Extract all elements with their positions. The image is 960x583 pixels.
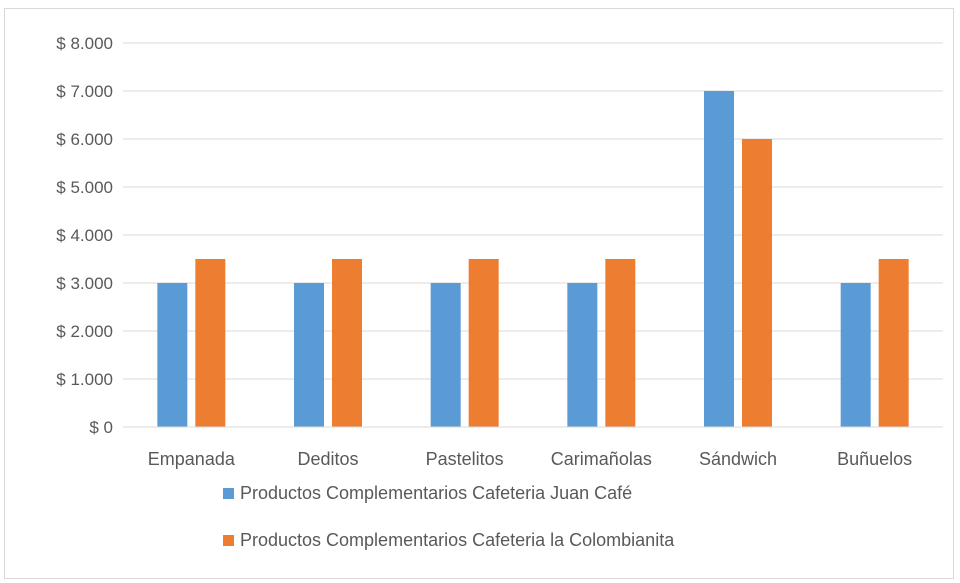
y-tick-label: $ 7.000 [56,82,113,101]
legend-label: Productos Complementarios Cafeteria Juan… [240,483,632,503]
bar-juan-cafe-5 [840,283,871,427]
legend-swatch [223,535,234,546]
y-axis-labels: $ 0 $ 1.000 $ 2.000 $ 3.000 $ 4.000 $ 5.000 $ … [56,34,113,437]
bar-la-colombianita-3 [605,259,636,427]
y-tick-label: $ 1.000 [56,370,113,389]
y-tick-label: $ 4.000 [56,226,113,245]
x-tick-label: Deditos [297,449,358,469]
y-tick-label: $ 3.000 [56,274,113,293]
gridlines [123,42,943,380]
bar-juan-cafe-2 [430,283,461,427]
bar-la-colombianita-4 [742,139,772,427]
y-tick-label: $ 8.000 [56,34,113,53]
y-tick-label: $ 0 [89,418,113,437]
bar-juan-cafe-3 [567,283,598,427]
chart-frame: $ 0 $ 1.000 $ 2.000 $ 3.000 $ 4.000 $ 5.000 $ … [4,8,954,579]
x-axis-labels: Empanada Deditos Pastelitos Carimañolas Sánd… [148,449,912,469]
bar-la-colombianita-5 [878,259,909,427]
legend-swatch [223,488,234,499]
legend: Productos Complementarios Cafeteria Juan… [223,483,675,550]
bar-juan-cafe-4 [704,91,734,427]
bar-la-colombianita-2 [468,259,499,427]
x-tick-label: Carimañolas [551,449,652,469]
bar-la-colombianita-1 [332,259,362,427]
legend-label: Productos Complementarios Cafeteria la C… [240,530,675,550]
x-tick-label: Pastelitos [426,449,504,469]
y-tick-label: $ 6.000 [56,130,113,149]
x-tick-label: Empanada [148,449,236,469]
bars [157,91,909,427]
y-tick-label: $ 2.000 [56,322,113,341]
y-tick-label: $ 5.000 [56,178,113,197]
bar-juan-cafe-0 [157,283,188,427]
bar-juan-cafe-1 [294,283,324,427]
bar-la-colombianita-0 [195,259,226,427]
bar-chart: $ 0 $ 1.000 $ 2.000 $ 3.000 $ 4.000 $ 5.000 $ … [56,34,943,550]
x-tick-label: Buñuelos [837,449,912,469]
x-tick-label: Sándwich [699,449,777,469]
